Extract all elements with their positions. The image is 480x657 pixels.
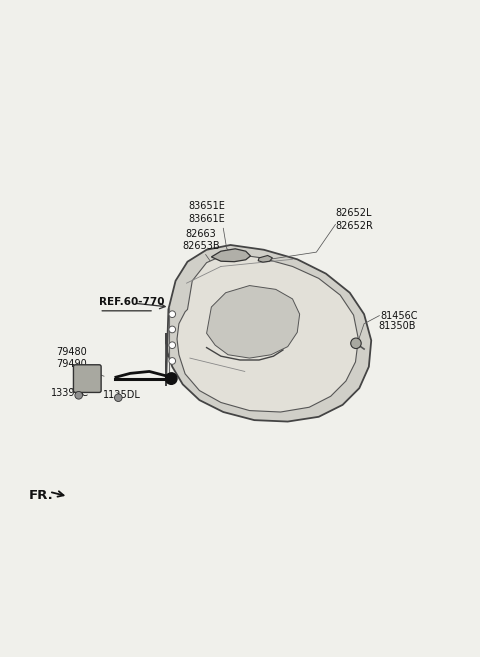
Circle shape [169, 326, 176, 333]
Polygon shape [258, 256, 273, 262]
Text: REF.60-770: REF.60-770 [99, 297, 165, 307]
Circle shape [115, 394, 122, 401]
Circle shape [75, 392, 83, 399]
Circle shape [169, 311, 176, 317]
FancyBboxPatch shape [73, 365, 101, 392]
Text: 83651E
83661E: 83651E 83661E [188, 201, 225, 223]
Text: 81456C: 81456C [381, 311, 418, 321]
Polygon shape [177, 253, 359, 412]
Polygon shape [206, 286, 300, 358]
Text: 82652L
82652R: 82652L 82652R [336, 208, 373, 231]
Text: 82663
82653B: 82663 82653B [182, 229, 220, 251]
Circle shape [169, 342, 176, 349]
Text: FR.: FR. [29, 489, 54, 502]
Circle shape [169, 373, 176, 380]
Text: 1339CC: 1339CC [50, 388, 88, 398]
Circle shape [351, 338, 361, 349]
Text: 79480
79490: 79480 79490 [57, 347, 87, 369]
Polygon shape [211, 249, 251, 261]
Polygon shape [166, 245, 371, 422]
Circle shape [166, 373, 177, 384]
Text: 1125DL: 1125DL [103, 390, 141, 400]
Circle shape [169, 357, 176, 364]
Text: 81350B: 81350B [378, 321, 416, 331]
